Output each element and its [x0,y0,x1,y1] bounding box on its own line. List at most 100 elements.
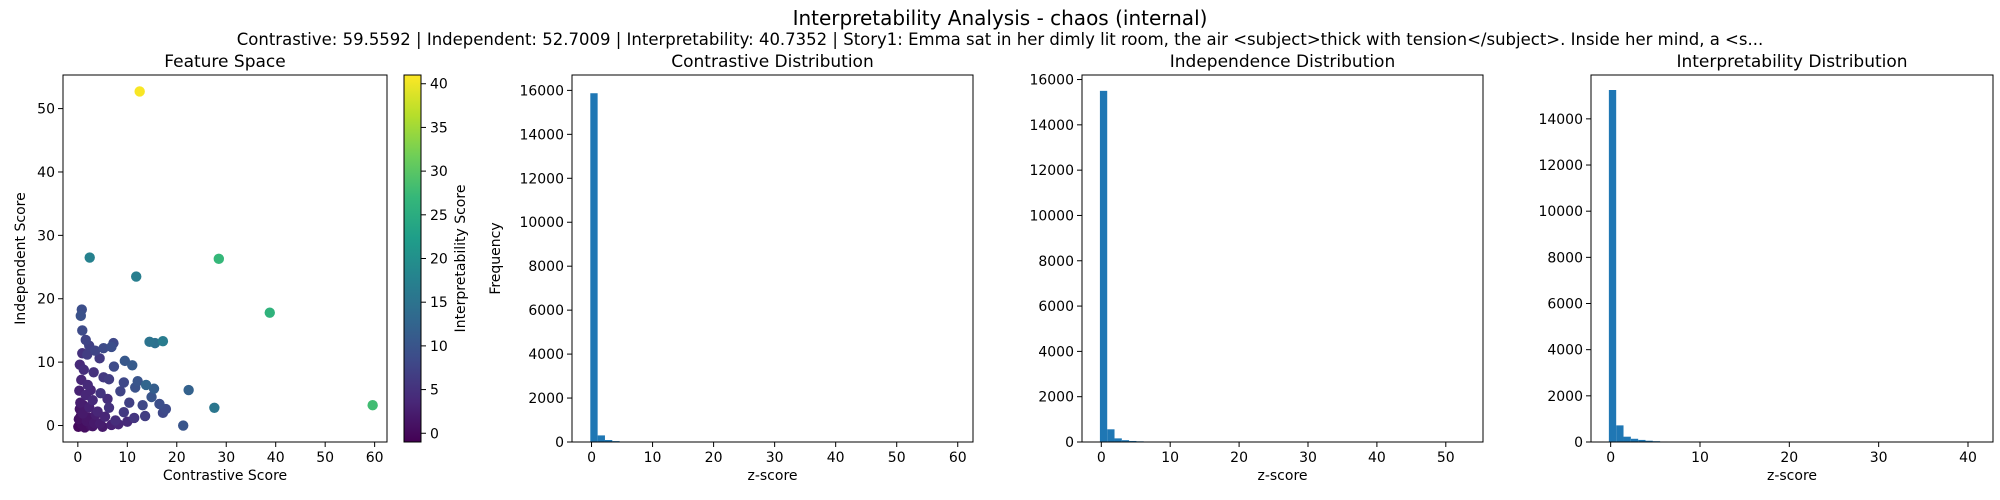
panel-title: Feature Space [164,52,285,72]
scatter-point [134,86,144,96]
scatter-point [265,307,275,317]
colorbar-tick-label: 20 [430,252,448,268]
y-tick-label: 4000 [1547,343,1583,359]
panel-3: Independence Distribution 0 10 20 30 40 50 0 200… [1029,52,1483,484]
x-axis-label: z-score [1257,468,1307,484]
x-tick-label: 40 [267,450,285,466]
colorbar-gradient [404,75,421,442]
histogram-bar [1115,438,1122,442]
scatter-point [95,388,105,398]
scatter-point [158,336,168,346]
figure-title: Interpretability Analysis - chaos (inter… [793,6,1208,30]
scatter-point [119,377,129,387]
y-tick-label: 0 [555,435,564,451]
scatter-point [154,399,164,409]
y-tick-label: 10000 [519,215,564,231]
scatter-point [110,415,120,425]
plot-frame [63,75,387,442]
figure-subtitle: Contrastive: 59.5592 | Independent: 52.7… [237,30,1763,49]
x-tick-label: 60 [949,450,967,466]
histogram-bar [1100,91,1107,442]
colorbar-label: Interpretability Score [453,185,469,333]
x-tick-label: 40 [1368,450,1386,466]
histogram-bar [1624,437,1631,442]
x-axis-label: z-score [1767,468,1817,484]
y-tick-label: 12000 [1538,158,1583,174]
scatter-point [124,398,134,408]
scatter-point [77,325,87,335]
colorbar-tick-label: 0 [430,426,439,442]
y-tick-label: 4000 [528,347,564,363]
scatter-point [183,385,193,395]
y-tick-label: 30 [37,228,55,244]
histogram-bar [590,93,597,442]
y-tick-label: 6000 [1547,297,1583,313]
scatter-point [85,252,95,262]
colorbar: 0 5 10 15 20 25 30 35 40 Interpretability Score [404,75,469,442]
panel-2: Contrastive Distribution0 10 20 30 40 50 60020… [488,52,973,484]
scatter-point [79,365,89,375]
plot-frame [1082,75,1483,442]
scatter-point [209,403,219,413]
y-tick-label: 0 [1065,435,1074,451]
scatter-point [119,407,129,417]
x-tick-label: 0 [1097,450,1106,466]
colorbar-tick-label: 15 [430,295,448,311]
x-tick-label: 40 [827,450,845,466]
x-tick-label: 10 [1161,450,1179,466]
histogram-bar [598,435,605,442]
colorbar-tick-label: 5 [430,383,439,399]
x-tick-label: 0 [73,450,82,466]
y-tick-label: 2000 [528,391,564,407]
x-tick-label: 20 [705,450,723,466]
y-tick-label: 12000 [1029,163,1074,179]
scatter-point [140,411,150,421]
scatter-point [104,403,114,413]
x-tick-label: 0 [1606,450,1615,466]
colorbar-tick-label: 25 [430,208,448,224]
x-tick-label: 30 [1299,450,1317,466]
y-tick-label: 2000 [1547,389,1583,405]
x-tick-label: 10 [644,450,662,466]
scatter-point [115,386,125,396]
scatter-point [178,420,188,430]
y-tick-label: 6000 [528,303,564,319]
x-axis-label: z-score [747,468,797,484]
scatter-point [127,360,137,370]
y-axis-label: Independent Score [13,192,29,324]
x-tick-label: 50 [1437,450,1455,466]
x-tick-label: 10 [118,450,136,466]
y-tick-label: 0 [46,419,55,435]
y-tick-label: 4000 [1038,344,1074,360]
histogram-bar [1107,429,1114,442]
colorbar-tick-label: 35 [430,120,448,136]
y-tick-label: 14000 [519,127,564,143]
scatter-point [87,395,97,405]
colorbar-tick-label: 30 [430,164,448,180]
x-tick-label: 30 [1870,450,1888,466]
panel-title: Independence Distribution [1170,52,1395,72]
scatter-point [106,342,116,352]
panel-4: Interpretability Distribution0 10 20 30 4002… [1538,52,1993,484]
y-tick-label: 10 [37,355,55,371]
x-tick-label: 20 [1230,450,1248,466]
y-tick-label: 16000 [519,83,564,99]
scatter-point [88,367,98,377]
scatter-point [129,413,139,423]
x-tick-label: 30 [217,450,235,466]
scatter-point [104,374,114,384]
x-tick-label: 20 [168,450,186,466]
x-tick-label: 60 [366,450,384,466]
x-tick-label: 0 [587,450,596,466]
scatter-point [131,271,141,281]
scatter-point [214,254,224,264]
y-tick-label: 8000 [528,259,564,275]
scatter-point [367,400,377,410]
plot-frame [572,75,973,442]
panel-title: Contrastive Distribution [671,52,873,72]
y-tick-label: 10000 [1538,204,1583,220]
x-tick-label: 50 [888,450,906,466]
y-tick-label: 8000 [1038,254,1074,270]
plot-frame [1591,75,1993,442]
x-tick-label: 20 [1780,450,1798,466]
